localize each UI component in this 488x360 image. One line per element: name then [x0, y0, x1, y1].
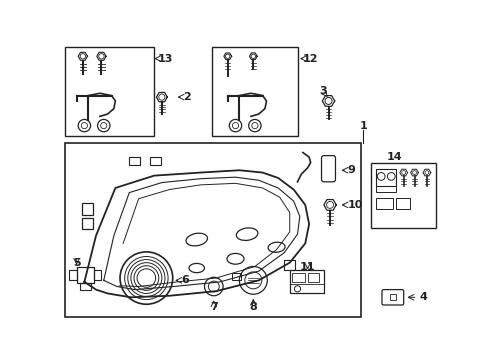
- Text: 5: 5: [73, 258, 80, 267]
- Bar: [82, 218, 93, 229]
- Bar: [375, 169, 395, 186]
- Bar: [69, 270, 77, 280]
- Polygon shape: [249, 53, 257, 60]
- Text: 14: 14: [386, 152, 401, 162]
- Bar: [370, 163, 435, 228]
- Polygon shape: [422, 169, 430, 176]
- Bar: [389, 294, 395, 300]
- Bar: [375, 186, 395, 192]
- Bar: [289, 284, 323, 293]
- Text: 7: 7: [209, 302, 217, 312]
- Text: 10: 10: [347, 200, 363, 210]
- Polygon shape: [78, 52, 87, 60]
- Bar: [395, 198, 409, 209]
- Polygon shape: [156, 93, 167, 102]
- Polygon shape: [399, 169, 407, 176]
- Bar: [308, 273, 319, 282]
- Bar: [129, 157, 140, 165]
- Text: 3: 3: [319, 86, 326, 96]
- Bar: [291, 273, 305, 282]
- Polygon shape: [224, 53, 231, 60]
- Text: 11: 11: [299, 261, 315, 271]
- Bar: [94, 270, 101, 280]
- Text: 6: 6: [181, 275, 189, 285]
- Text: 9: 9: [347, 165, 355, 175]
- Text: 1: 1: [359, 121, 366, 131]
- Bar: [212, 47, 297, 136]
- Bar: [231, 273, 241, 280]
- Text: 8: 8: [249, 302, 257, 312]
- Polygon shape: [97, 52, 106, 60]
- Text: 13: 13: [158, 54, 173, 64]
- Text: 12: 12: [302, 54, 318, 64]
- Polygon shape: [410, 169, 418, 176]
- Bar: [375, 198, 392, 209]
- Text: 2: 2: [183, 92, 191, 102]
- Bar: [284, 260, 295, 270]
- Bar: [77, 266, 94, 283]
- Text: 4: 4: [418, 292, 426, 302]
- Polygon shape: [322, 96, 334, 106]
- Bar: [150, 157, 161, 165]
- Bar: [82, 203, 93, 215]
- Bar: [289, 270, 323, 293]
- Polygon shape: [323, 199, 336, 210]
- Bar: [65, 47, 154, 136]
- Bar: [80, 283, 90, 289]
- Bar: [65, 143, 360, 316]
